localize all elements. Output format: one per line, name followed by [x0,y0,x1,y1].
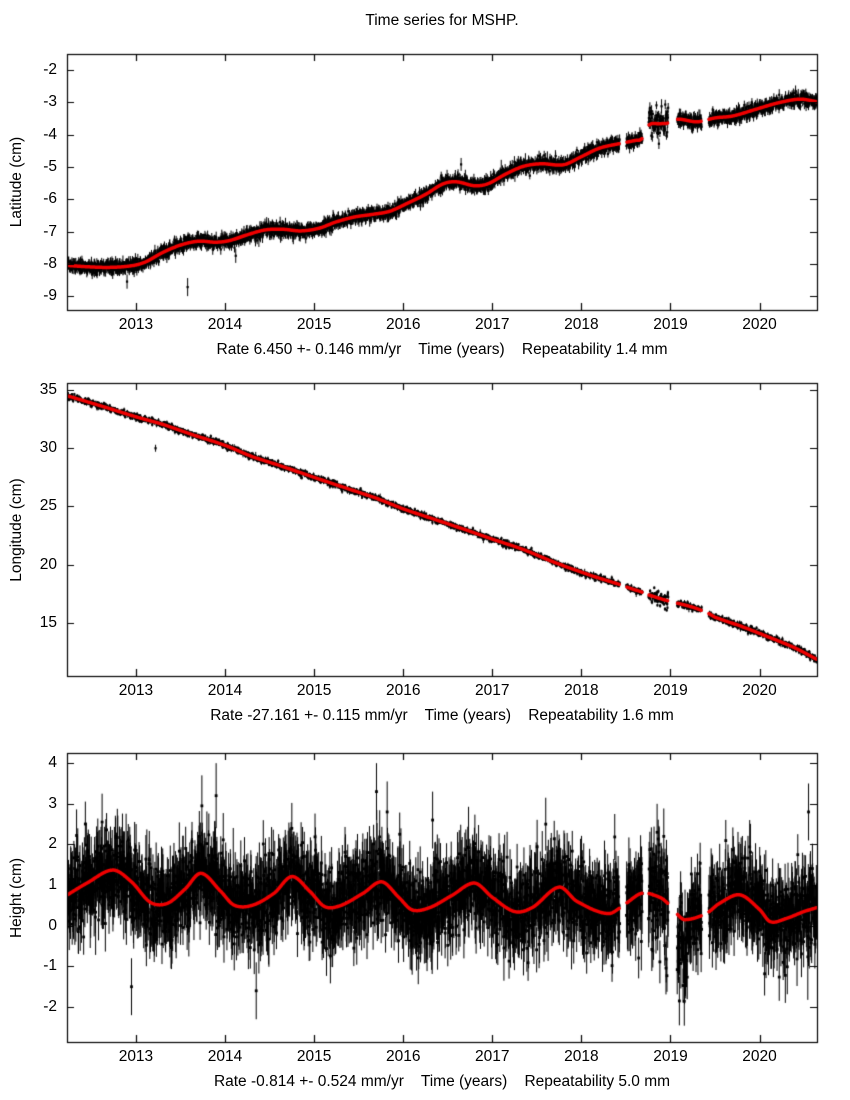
height-xtick-2014: 2014 [207,1048,243,1065]
latitude-ytick--7: -7 [43,222,57,240]
height-ytick--1: -1 [43,957,57,975]
height-xtick-2020: 2020 [742,1048,777,1065]
longitude-xtick-2020: 2020 [742,682,777,699]
latitude-xtick-2016: 2016 [385,316,421,333]
longitude-rate-annotation: Rate -27.161 +- 0.115 mm/yr Time (years)… [210,707,674,724]
longitude-ytick-25: 25 [39,497,57,515]
latitude-ytick--4: -4 [43,125,57,143]
longitude-ytick-35: 35 [39,380,57,398]
height-ytick-1: 1 [48,876,57,894]
longitude-xtick-2015: 2015 [296,682,332,699]
height-xtick-2016: 2016 [385,1048,421,1065]
height-rate-annotation: Rate -0.814 +- 0.524 mm/yr Time (years) … [213,1073,671,1090]
latitude-xtick-2019: 2019 [653,316,688,333]
longitude-ytick-30: 30 [39,439,57,457]
longitude-xtick-2017: 2017 [475,682,510,699]
latitude-ytick--3: -3 [43,93,57,111]
height-ytick-0: 0 [48,916,57,934]
latitude-ytick--2: -2 [43,61,57,79]
height-ytick-4: 4 [48,754,57,772]
latitude-rate-annotation: Rate 6.450 +- 0.146 mm/yr Time (years) R… [216,341,668,358]
height-xtick-2019: 2019 [653,1048,688,1065]
height-ytick-2: 2 [48,835,57,853]
height-ytick--2: -2 [43,998,57,1016]
longitude-ytick-20: 20 [39,555,57,573]
longitude-xtick-2018: 2018 [564,682,599,699]
latitude-xtick-2020: 2020 [742,316,777,333]
latitude-xtick-2014: 2014 [207,316,243,333]
longitude-ytick-15: 15 [39,613,57,631]
longitude-xtick-2014: 2014 [207,682,243,699]
height-xtick-2017: 2017 [475,1048,510,1065]
latitude-xtick-2018: 2018 [564,316,599,333]
longitude-xtick-2019: 2019 [653,682,688,699]
latitude-xtick-2013: 2013 [118,316,154,333]
longitude-xtick-2013: 2013 [118,682,154,699]
latitude-ytick--5: -5 [43,157,57,175]
latitude-ytick--6: -6 [43,190,57,208]
latitude-xtick-2017: 2017 [475,316,510,333]
height-xtick-2013: 2013 [118,1048,154,1065]
latitude-xtick-2015: 2015 [296,316,332,333]
latitude-ytick--8: -8 [43,254,57,272]
height-ytick-3: 3 [48,794,57,812]
height-xtick-2018: 2018 [564,1048,599,1065]
longitude-xtick-2016: 2016 [385,682,421,699]
height-xtick-2015: 2015 [296,1048,332,1065]
latitude-axis-title: Latitude (cm) [8,136,25,228]
chart-title: Time series for MSHP. [365,12,519,29]
latitude-ytick--9: -9 [43,287,57,305]
